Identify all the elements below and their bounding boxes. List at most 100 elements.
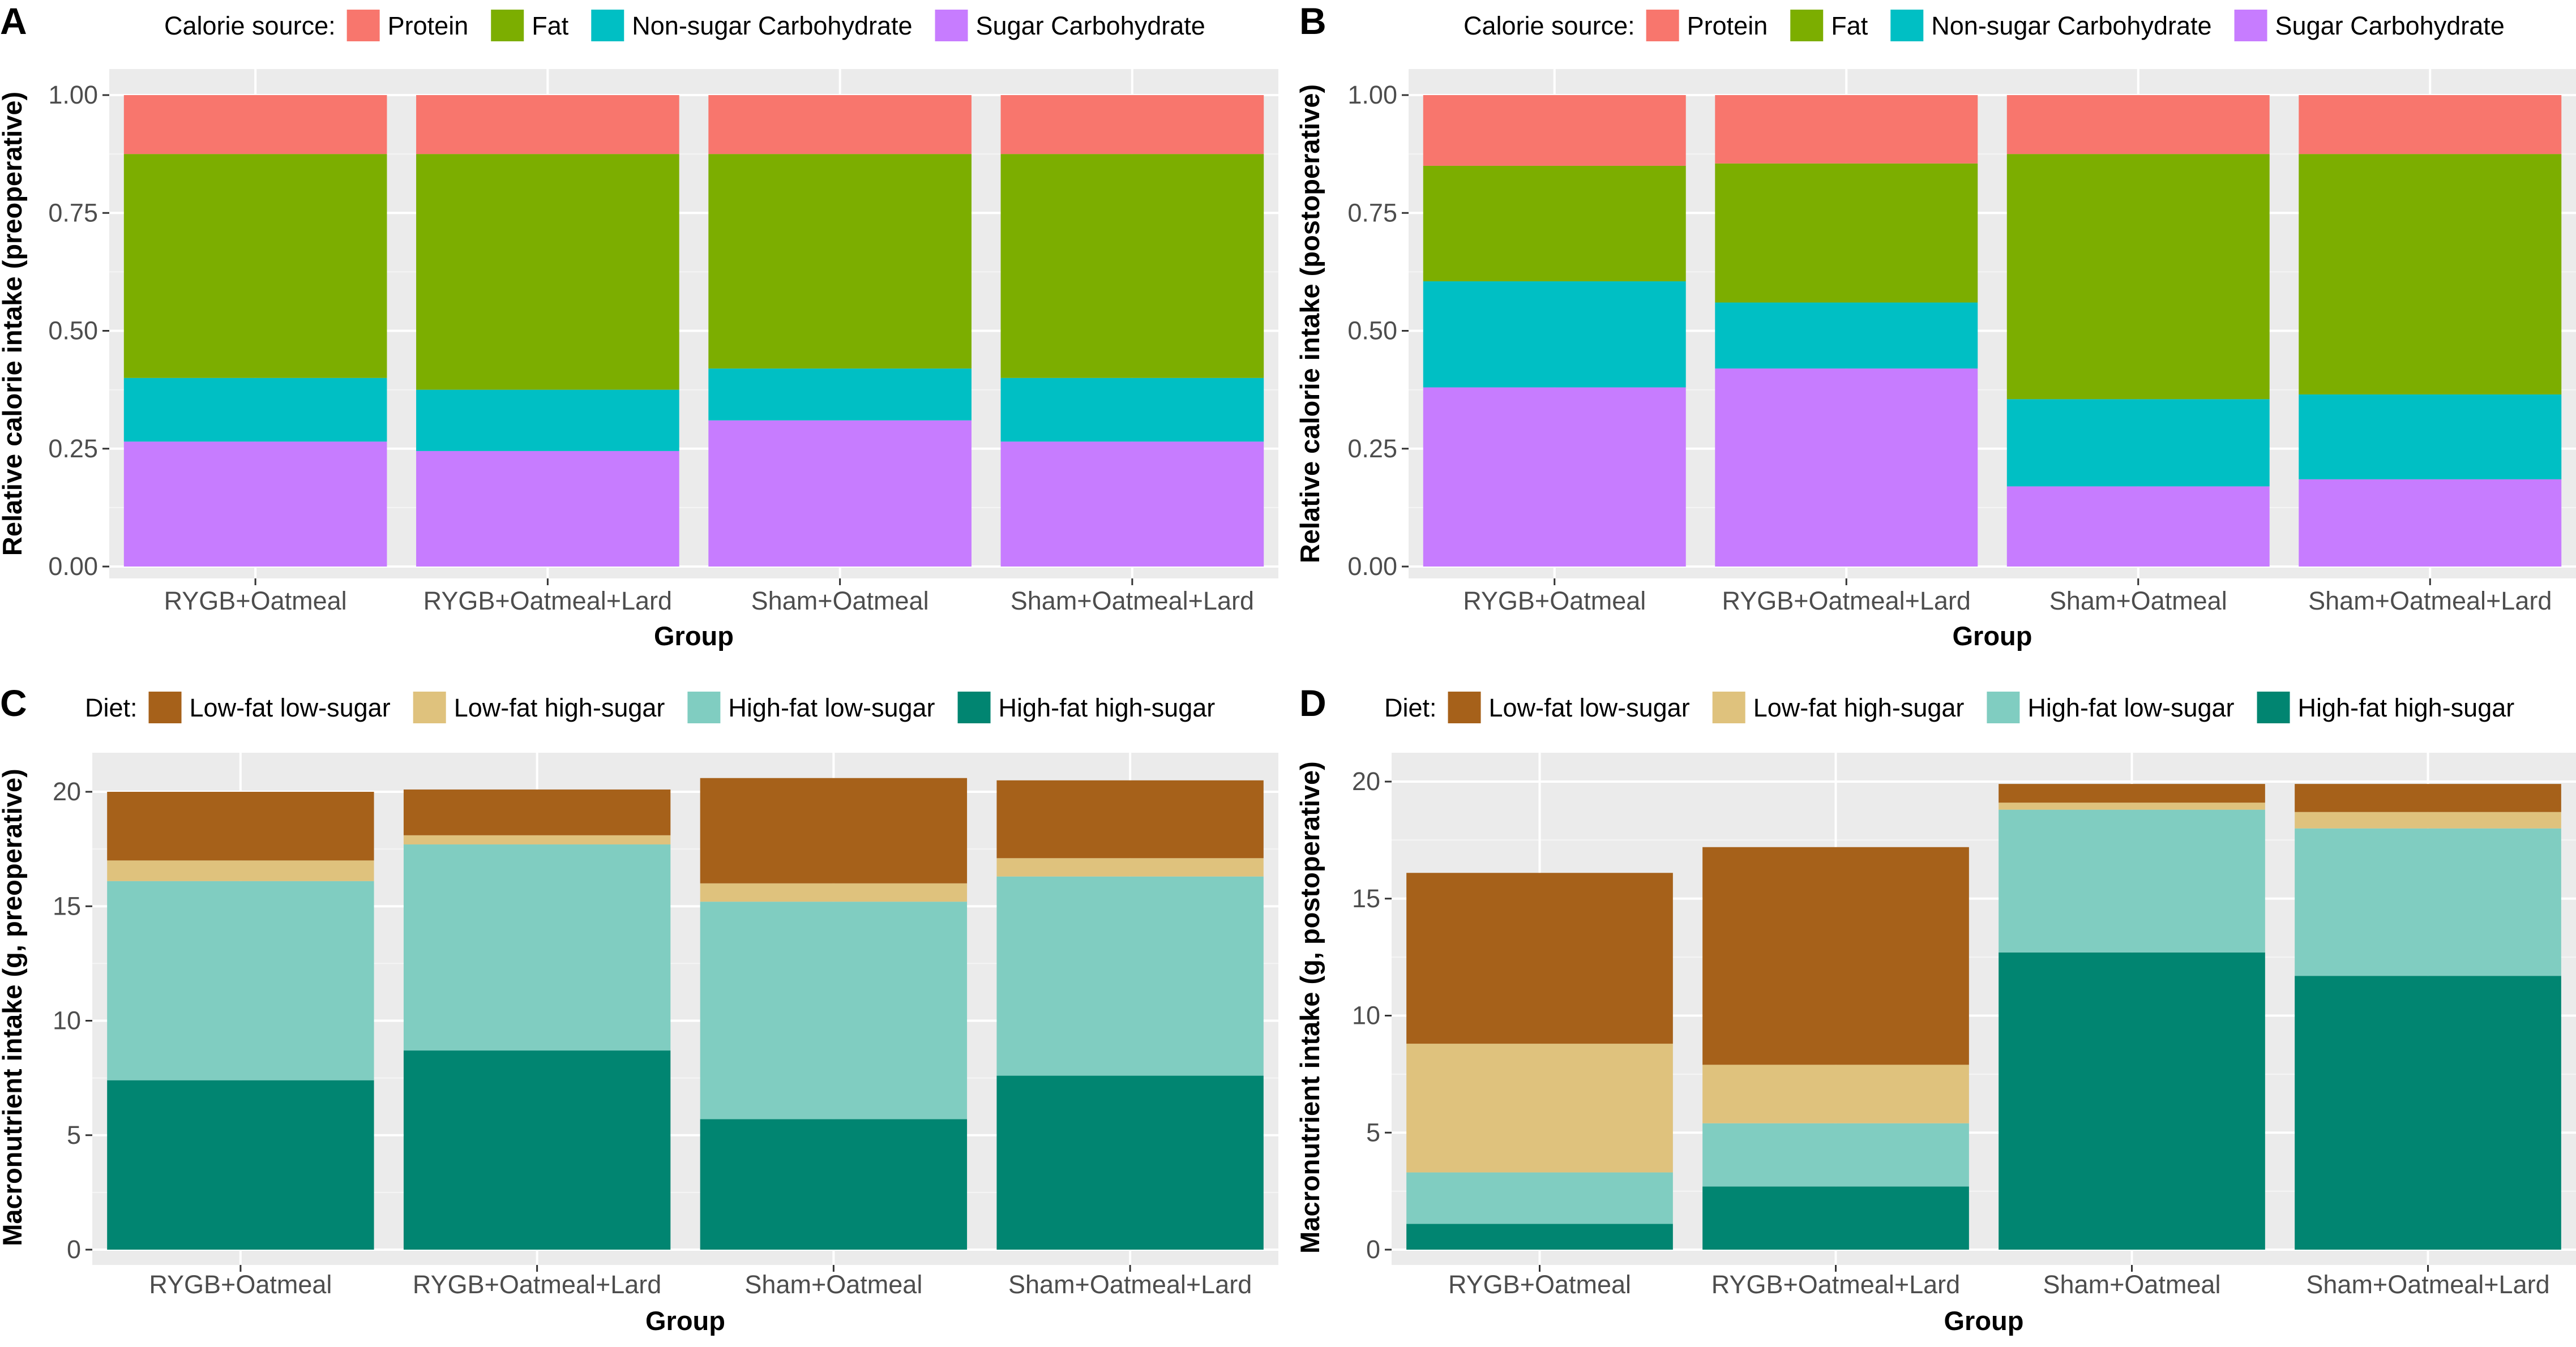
bar-segment-sham-oatmeal-low-fat-high-sugar bbox=[700, 883, 968, 902]
bar-segment-sham-oatmeal-lard-non-sugar-carbohydrate bbox=[1000, 377, 1264, 442]
legend-key-low-fat-high-sugar bbox=[413, 692, 446, 723]
bar-segment-sham-oatmeal-high-fat-high-sugar bbox=[1999, 952, 2265, 1250]
legend-label-protein: Protein bbox=[1687, 11, 1768, 40]
panel-label: B bbox=[1299, 0, 1326, 42]
bar-segment-sham-oatmeal-lard-high-fat-high-sugar bbox=[996, 1075, 1264, 1250]
bar-segment-sham-oatmeal-sugar-carbohydrate bbox=[708, 420, 972, 567]
y-tick-label: 15 bbox=[1352, 884, 1380, 913]
x-tick-label: RYGB+Oatmeal+Lard bbox=[423, 586, 672, 615]
y-tick-label: 0.00 bbox=[1347, 552, 1397, 581]
bar-segment-sham-oatmeal-lard-protein bbox=[2299, 95, 2562, 155]
panel-label: D bbox=[1299, 682, 1326, 724]
bar-segment-sham-oatmeal-lard-protein bbox=[1000, 95, 1264, 155]
bar-segment-rygb-oatmeal-lard-fat bbox=[416, 154, 679, 390]
legend-label-fat: Fat bbox=[532, 11, 569, 40]
bar-segment-rygb-oatmeal-high-fat-low-sugar bbox=[107, 881, 374, 1080]
legend: Calorie source: Protein Fat Non-sugar Carbo… bbox=[164, 10, 1205, 41]
legend: Calorie source: Protein Fat Non-sugar Carbo… bbox=[1464, 10, 2505, 41]
y-tick-label: 0.25 bbox=[48, 434, 98, 463]
x-tick-label: Sham+Oatmeal+Lard bbox=[2308, 586, 2552, 615]
legend-key-sugar-carbohydrate bbox=[935, 10, 968, 41]
x-tick-label: RYGB+Oatmeal bbox=[149, 1270, 332, 1299]
legend-label-low-fat-high-sugar: Low-fat high-sugar bbox=[1753, 693, 1965, 722]
x-tick-label: Sham+Oatmeal+Lard bbox=[1008, 1270, 1252, 1299]
x-tick-label: Sham+Oatmeal+Lard bbox=[1011, 586, 1254, 615]
y-tick-label: 0.50 bbox=[48, 316, 98, 345]
bar-segment-sham-oatmeal-lard-high-fat-low-sugar bbox=[996, 876, 1264, 1076]
bar-segment-sham-oatmeal-lard-high-fat-high-sugar bbox=[2295, 976, 2561, 1250]
bar-segment-rygb-oatmeal-high-fat-low-sugar bbox=[1406, 1172, 1673, 1224]
bar-segment-rygb-oatmeal-protein bbox=[1423, 95, 1686, 166]
bar-segment-rygb-oatmeal-fat bbox=[123, 154, 387, 378]
bar-segment-rygb-oatmeal-low-fat-high-sugar bbox=[107, 860, 374, 881]
y-tick-label: 0 bbox=[1366, 1235, 1380, 1264]
y-axis-title: Macronutrient intake (g, postoperative) bbox=[1295, 761, 1325, 1254]
y-tick-label: 1.00 bbox=[1347, 80, 1397, 109]
bar-segment-rygb-oatmeal-lard-non-sugar-carbohydrate bbox=[416, 389, 679, 451]
bar-segment-sham-oatmeal-non-sugar-carbohydrate bbox=[2006, 399, 2270, 487]
x-axis-title: Group bbox=[1953, 621, 2032, 651]
bar-segment-sham-oatmeal-fat bbox=[708, 154, 972, 369]
bar-segment-rygb-oatmeal-protein bbox=[123, 95, 387, 155]
legend-label-fat: Fat bbox=[1831, 11, 1868, 40]
bar-segment-rygb-oatmeal-lard-high-fat-high-sugar bbox=[1702, 1186, 1969, 1250]
legend-key-high-fat-low-sugar bbox=[687, 692, 721, 723]
bar-segment-rygb-oatmeal-lard-low-fat-low-sugar bbox=[1702, 847, 1969, 1065]
bar-segment-sham-oatmeal-low-fat-high-sugar bbox=[1999, 803, 2265, 810]
y-tick-label: 15 bbox=[53, 891, 81, 920]
x-tick-label: RYGB+Oatmeal+Lard bbox=[1722, 586, 1971, 615]
legend-key-high-fat-high-sugar bbox=[2257, 692, 2290, 723]
bar-segment-rygb-oatmeal-lard-fat bbox=[1715, 163, 1978, 303]
bar-segment-rygb-oatmeal-lard-low-fat-low-sugar bbox=[403, 789, 671, 835]
bar-segment-rygb-oatmeal-lard-sugar-carbohydrate bbox=[1715, 368, 1978, 567]
bar-segment-rygb-oatmeal-lard-high-fat-low-sugar bbox=[403, 844, 671, 1051]
x-tick-label: RYGB+Oatmeal bbox=[1463, 586, 1646, 615]
y-tick-label: 10 bbox=[1352, 1001, 1380, 1030]
bar-segment-sham-oatmeal-protein bbox=[2006, 95, 2270, 155]
bar-segment-rygb-oatmeal-sugar-carbohydrate bbox=[1423, 387, 1686, 567]
bar-segment-sham-oatmeal-high-fat-high-sugar bbox=[700, 1119, 968, 1250]
bar-segment-rygb-oatmeal-lard-non-sugar-carbohydrate bbox=[1715, 302, 1978, 369]
x-tick-label: RYGB+Oatmeal bbox=[164, 586, 347, 615]
bar-segment-sham-oatmeal-lard-sugar-carbohydrate bbox=[2299, 479, 2562, 567]
bar-segment-sham-oatmeal-lard-low-fat-low-sugar bbox=[996, 780, 1264, 859]
legend-label-low-fat-low-sugar: Low-fat low-sugar bbox=[1489, 693, 1690, 722]
legend-key-fat bbox=[491, 10, 524, 41]
bar-segment-sham-oatmeal-lard-fat bbox=[2299, 154, 2562, 394]
bar-segment-rygb-oatmeal-lard-high-fat-high-sugar bbox=[403, 1050, 671, 1250]
legend-label-non-sugar-carbohydrate: Non-sugar Carbohydrate bbox=[1931, 11, 2211, 40]
x-tick-label: Sham+Oatmeal bbox=[2049, 586, 2227, 615]
y-tick-label: 10 bbox=[53, 1006, 81, 1035]
legend-title: Calorie source: bbox=[164, 11, 336, 40]
bar-segment-rygb-oatmeal-lard-sugar-carbohydrate bbox=[416, 451, 679, 567]
x-axis-title: Group bbox=[1944, 1306, 2024, 1336]
legend-label-high-fat-low-sugar: High-fat low-sugar bbox=[2027, 693, 2234, 722]
x-tick-label: Sham+Oatmeal+Lard bbox=[2306, 1270, 2549, 1299]
panel-label: A bbox=[0, 0, 27, 42]
bar-segment-sham-oatmeal-lard-high-fat-low-sugar bbox=[2295, 828, 2561, 976]
y-tick-label: 20 bbox=[53, 777, 81, 806]
x-axis-title: Group bbox=[654, 621, 734, 651]
legend: Diet: Low-fat low-sugar Low-fat high-sugar… bbox=[1384, 692, 2514, 723]
y-tick-label: 1.00 bbox=[48, 80, 98, 109]
bar-segment-sham-oatmeal-low-fat-low-sugar bbox=[1999, 784, 2265, 803]
legend-key-sugar-carbohydrate bbox=[2234, 10, 2267, 41]
x-tick-label: RYGB+Oatmeal bbox=[1448, 1270, 1631, 1299]
x-tick-label: RYGB+Oatmeal+Lard bbox=[1711, 1270, 1960, 1299]
bar-segment-rygb-oatmeal-lard-low-fat-high-sugar bbox=[1702, 1065, 1969, 1123]
y-tick-label: 5 bbox=[1366, 1118, 1380, 1147]
panel-label: C bbox=[0, 682, 27, 724]
bar-segment-rygb-oatmeal-low-fat-low-sugar bbox=[107, 792, 374, 861]
bar-segment-rygb-oatmeal-low-fat-low-sugar bbox=[1406, 873, 1673, 1044]
legend-label-non-sugar-carbohydrate: Non-sugar Carbohydrate bbox=[632, 11, 912, 40]
panel-b: B Calorie source: Protein Fat Non-sugar Carb… bbox=[1295, 0, 2576, 651]
bar-segment-sham-oatmeal-lard-non-sugar-carbohydrate bbox=[2299, 394, 2562, 479]
bar-segment-sham-oatmeal-low-fat-low-sugar bbox=[700, 778, 968, 883]
x-axis-title: Group bbox=[645, 1306, 725, 1336]
y-axis-title: Relative calorie intake (preoperative) bbox=[0, 92, 27, 556]
bar-segment-rygb-oatmeal-lard-low-fat-high-sugar bbox=[403, 835, 671, 845]
bar-segment-rygb-oatmeal-lard-protein bbox=[416, 95, 679, 155]
bar-segment-sham-oatmeal-lard-sugar-carbohydrate bbox=[1000, 441, 1264, 567]
y-tick-label: 0.25 bbox=[1347, 434, 1397, 463]
y-tick-label: 0.00 bbox=[48, 552, 98, 581]
